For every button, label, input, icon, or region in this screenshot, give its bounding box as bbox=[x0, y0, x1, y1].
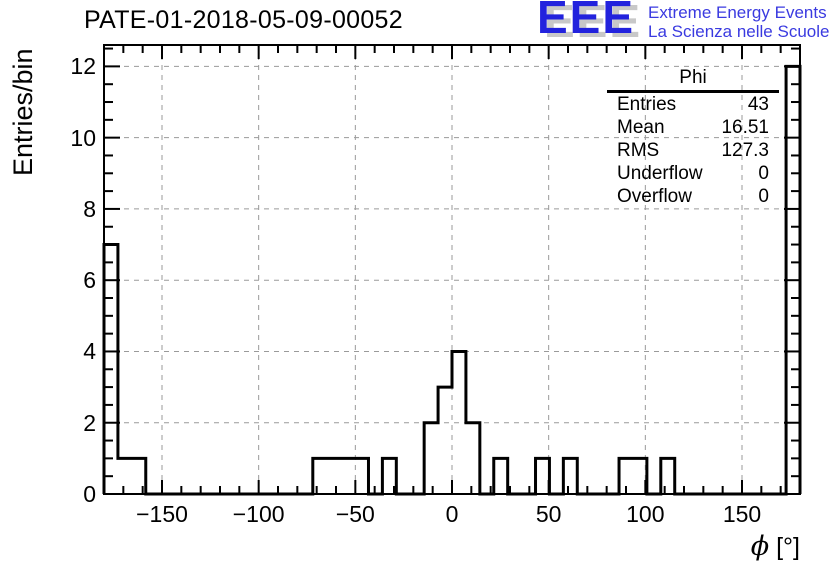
y-tick-label: 12 bbox=[70, 53, 96, 80]
stat-label: Underflow bbox=[617, 163, 703, 184]
x-tick-label: 50 bbox=[535, 501, 562, 527]
stat-value: 127.3 bbox=[721, 140, 769, 161]
y-tick-label: 8 bbox=[83, 195, 96, 222]
stat-label: Entries bbox=[617, 94, 677, 115]
stats-row: Overflow 0 bbox=[607, 185, 779, 208]
y-tick-label: 2 bbox=[83, 409, 96, 436]
stats-title: Phi bbox=[607, 67, 779, 93]
eee-logo-subtitle: Extreme Energy Events La Scienza nelle S… bbox=[648, 3, 829, 41]
x-tick-label: −150 bbox=[136, 501, 188, 527]
y-tick-label: 10 bbox=[70, 124, 96, 151]
x-axis-unit: [°] bbox=[769, 533, 800, 561]
eee-logo-text: EEE bbox=[537, 0, 636, 43]
stat-value: 0 bbox=[758, 186, 769, 207]
stat-label: Overflow bbox=[617, 186, 692, 207]
x-tick-label: −50 bbox=[335, 501, 375, 527]
plot-title: PATE-01-2018-05-09-00052 bbox=[84, 6, 403, 34]
phi-symbol: ϕ bbox=[750, 531, 770, 562]
x-tick-label: 100 bbox=[626, 501, 665, 527]
stats-box: Phi Entries 43 Mean 16.51 RMS 127.3 Underflow 0… bbox=[607, 67, 779, 208]
stat-label: Mean bbox=[617, 117, 665, 138]
stat-value: 16.51 bbox=[721, 117, 769, 138]
stats-row: Entries 43 bbox=[607, 93, 779, 116]
y-tick-label: 0 bbox=[83, 481, 96, 507]
logo-line2: La Scienza nelle Scuole bbox=[648, 22, 830, 41]
stat-value: 43 bbox=[747, 94, 769, 115]
x-tick-label: −100 bbox=[232, 501, 285, 527]
stats-row: RMS 127.3 bbox=[607, 139, 779, 162]
stat-value: 0 bbox=[758, 163, 769, 184]
stats-row: Mean 16.51 bbox=[607, 116, 779, 139]
x-axis-title: ϕ [°] bbox=[751, 531, 800, 562]
x-tick-label: 150 bbox=[722, 501, 762, 527]
x-tick-label: 0 bbox=[445, 501, 459, 527]
stats-rows: Entries 43 Mean 16.51 RMS 127.3 Underflow 0 Over… bbox=[607, 93, 779, 208]
y-tick-label: 6 bbox=[83, 267, 96, 294]
logo-line1: Extreme Energy Events bbox=[648, 3, 827, 22]
y-tick-label: 4 bbox=[83, 338, 96, 365]
stat-label: RMS bbox=[617, 140, 660, 161]
stats-row: Underflow 0 bbox=[607, 162, 779, 185]
